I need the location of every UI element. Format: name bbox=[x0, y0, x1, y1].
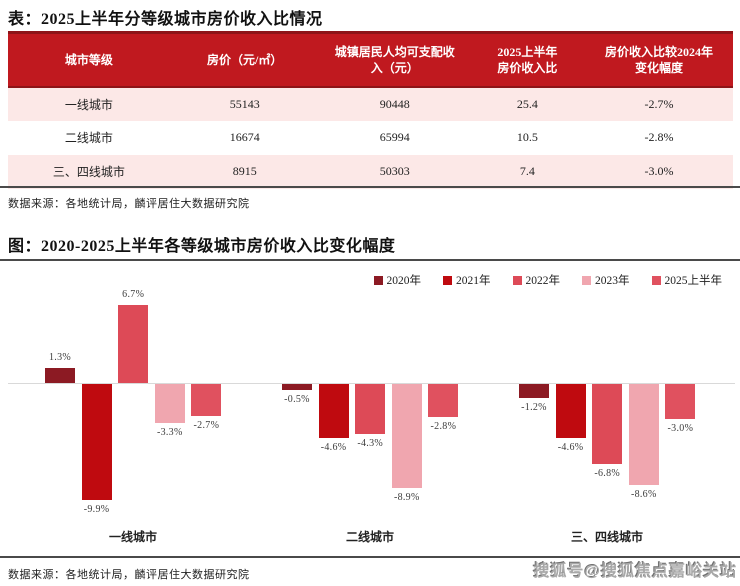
cell-price: 8915 bbox=[232, 164, 257, 178]
legend-swatch-icon bbox=[651, 275, 661, 285]
bar-value-label: -4.3% bbox=[357, 438, 384, 450]
bar-2025上半年-二线城市 bbox=[428, 384, 459, 417]
legend-item: 2022年 bbox=[512, 272, 561, 288]
table-title: 表：2025上半年分等级城市房价收入比情况 bbox=[8, 11, 323, 28]
legend-label: 2025上半年 bbox=[664, 275, 723, 287]
bar-2022年-一线城市 bbox=[118, 304, 149, 383]
legend-swatch-icon bbox=[373, 275, 383, 285]
legend-label: 2020年 bbox=[386, 275, 422, 287]
bar-value-label: -8.6% bbox=[630, 488, 657, 500]
zero-axis-line bbox=[8, 383, 735, 384]
cell-change: -3.0% bbox=[644, 164, 674, 178]
chart-source-note: 数据来源：各地统计局，麟评居住大数据研究院 bbox=[8, 569, 250, 581]
legend-swatch-icon bbox=[512, 275, 522, 285]
bar-value-label: -2.8% bbox=[430, 420, 457, 432]
bar-2023年-一线城市 bbox=[154, 384, 185, 423]
chart-top-rule bbox=[0, 259, 740, 261]
table-row: 三、四线城市 8915 50303 7.4 -3.0% bbox=[8, 154, 733, 189]
bar-value-label: -3.3% bbox=[156, 426, 183, 438]
col-header-city-tier: 城市等级 bbox=[8, 31, 170, 88]
price-income-table: 城市等级 房价（元/㎡） 城镇居民人均可支配收 入（元） 2025上半年 房价收… bbox=[8, 31, 733, 189]
col-header-price: 房价（元/㎡） bbox=[169, 31, 320, 88]
bar-value-label: -1.2% bbox=[521, 402, 547, 414]
legend-item: 2021年 bbox=[443, 272, 491, 288]
bar-value-label: -6.8% bbox=[594, 467, 621, 479]
bar-2020年-三、四线城市 bbox=[519, 384, 549, 399]
bar-2022年-三、四线城市 bbox=[592, 384, 623, 464]
cell-price: 16674 bbox=[229, 130, 260, 144]
table-row: 一线城市 55143 90448 25.4 -2.7% bbox=[8, 86, 733, 121]
bar-value-label: 1.3% bbox=[48, 351, 72, 363]
chart-legend: 2020年 2021年 2022年 2023年 2025上半年 bbox=[373, 272, 723, 288]
bar-value-label: -4.6% bbox=[557, 441, 584, 453]
legend-item: 2020年 bbox=[373, 272, 422, 288]
category-label: 三、四线城市 bbox=[570, 530, 643, 544]
table-header-row: 城市等级 房价（元/㎡） 城镇居民人均可支配收 入（元） 2025上半年 房价收… bbox=[8, 31, 733, 88]
cell-tier: 一线城市 bbox=[64, 97, 113, 112]
legend-label: 2023年 bbox=[595, 275, 630, 287]
cell-income: 50303 bbox=[379, 164, 410, 178]
cell-price: 55143 bbox=[229, 96, 260, 111]
category-label: 一线城市 bbox=[108, 530, 157, 544]
col-header-ratio: 2025上半年 房价收入比 bbox=[469, 31, 586, 88]
cell-change: -2.8% bbox=[644, 130, 674, 144]
cell-ratio: 10.5 bbox=[516, 130, 538, 144]
table-bottom-rule bbox=[0, 186, 740, 188]
cell-ratio: 7.4 bbox=[519, 164, 535, 178]
bar-value-label: -9.9% bbox=[83, 503, 110, 515]
chart-bottom-rule bbox=[0, 556, 740, 558]
bar-2021年-三、四线城市 bbox=[555, 384, 586, 438]
cell-income: 65994 bbox=[379, 130, 410, 144]
bar-chart: 2020年 2021年 2022年 2023年 2025上半年 1.3% -0.5% -1.… bbox=[0, 261, 740, 556]
chart-title: 图：2020-2025上半年各等级城市房价收入比变化幅度 bbox=[8, 238, 396, 255]
table-row: 二线城市 16674 65994 10.5 -2.8% bbox=[8, 120, 733, 155]
bar-value-label: -3.0% bbox=[667, 423, 694, 435]
bar-2020年-二线城市 bbox=[282, 384, 312, 390]
bar-2020年-一线城市 bbox=[45, 367, 75, 383]
legend-label: 2022年 bbox=[525, 275, 561, 287]
cell-income: 90448 bbox=[379, 96, 410, 111]
cell-tier: 三、四线城市 bbox=[52, 165, 125, 179]
bar-2022年-二线城市 bbox=[355, 384, 386, 435]
table-source-note: 数据来源：各地统计局，麟评居住大数据研究院 bbox=[8, 198, 250, 210]
col-header-income: 城镇居民人均可支配收 入（元） bbox=[319, 31, 470, 88]
bar-value-label: -2.7% bbox=[193, 419, 220, 431]
bar-2023年-三、四线城市 bbox=[628, 384, 659, 485]
bar-2025上半年-三、四线城市 bbox=[665, 384, 696, 420]
legend-label: 2021年 bbox=[456, 275, 491, 287]
bar-value-label: -0.5% bbox=[284, 393, 310, 405]
bar-2021年-一线城市 bbox=[81, 384, 112, 500]
cell-tier: 二线城市 bbox=[64, 131, 113, 145]
bar-2025上半年-一线城市 bbox=[191, 384, 222, 416]
bar-value-label: -4.6% bbox=[320, 441, 347, 453]
legend-swatch-icon bbox=[443, 275, 452, 285]
cell-change: -2.7% bbox=[644, 96, 674, 111]
category-label: 二线城市 bbox=[345, 530, 394, 544]
bar-value-label: 6.7% bbox=[122, 288, 145, 300]
cell-ratio: 25.4 bbox=[516, 96, 538, 111]
legend-item: 2023年 bbox=[582, 272, 630, 288]
col-header-change: 房价收入比较2024年 变化幅度 bbox=[585, 31, 733, 88]
bar-2021年-二线城市 bbox=[318, 384, 349, 438]
legend-item: 2025上半年 bbox=[651, 272, 723, 288]
legend-swatch-icon bbox=[582, 275, 591, 285]
watermark-text: 搜狐号@搜狐焦点嘉峪关站 bbox=[533, 563, 737, 580]
bar-value-label: -8.9% bbox=[393, 492, 420, 504]
bar-2023年-二线城市 bbox=[391, 384, 422, 489]
